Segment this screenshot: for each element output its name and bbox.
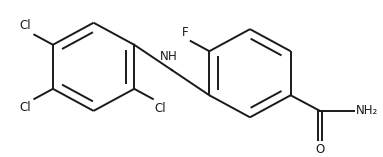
Text: Cl: Cl xyxy=(155,102,166,115)
Text: Cl: Cl xyxy=(20,101,31,114)
Text: Cl: Cl xyxy=(20,19,31,32)
Text: F: F xyxy=(182,26,189,39)
Text: O: O xyxy=(315,143,324,156)
Text: H: H xyxy=(167,50,176,63)
Text: N: N xyxy=(160,50,168,63)
Text: NH₂: NH₂ xyxy=(356,104,378,117)
